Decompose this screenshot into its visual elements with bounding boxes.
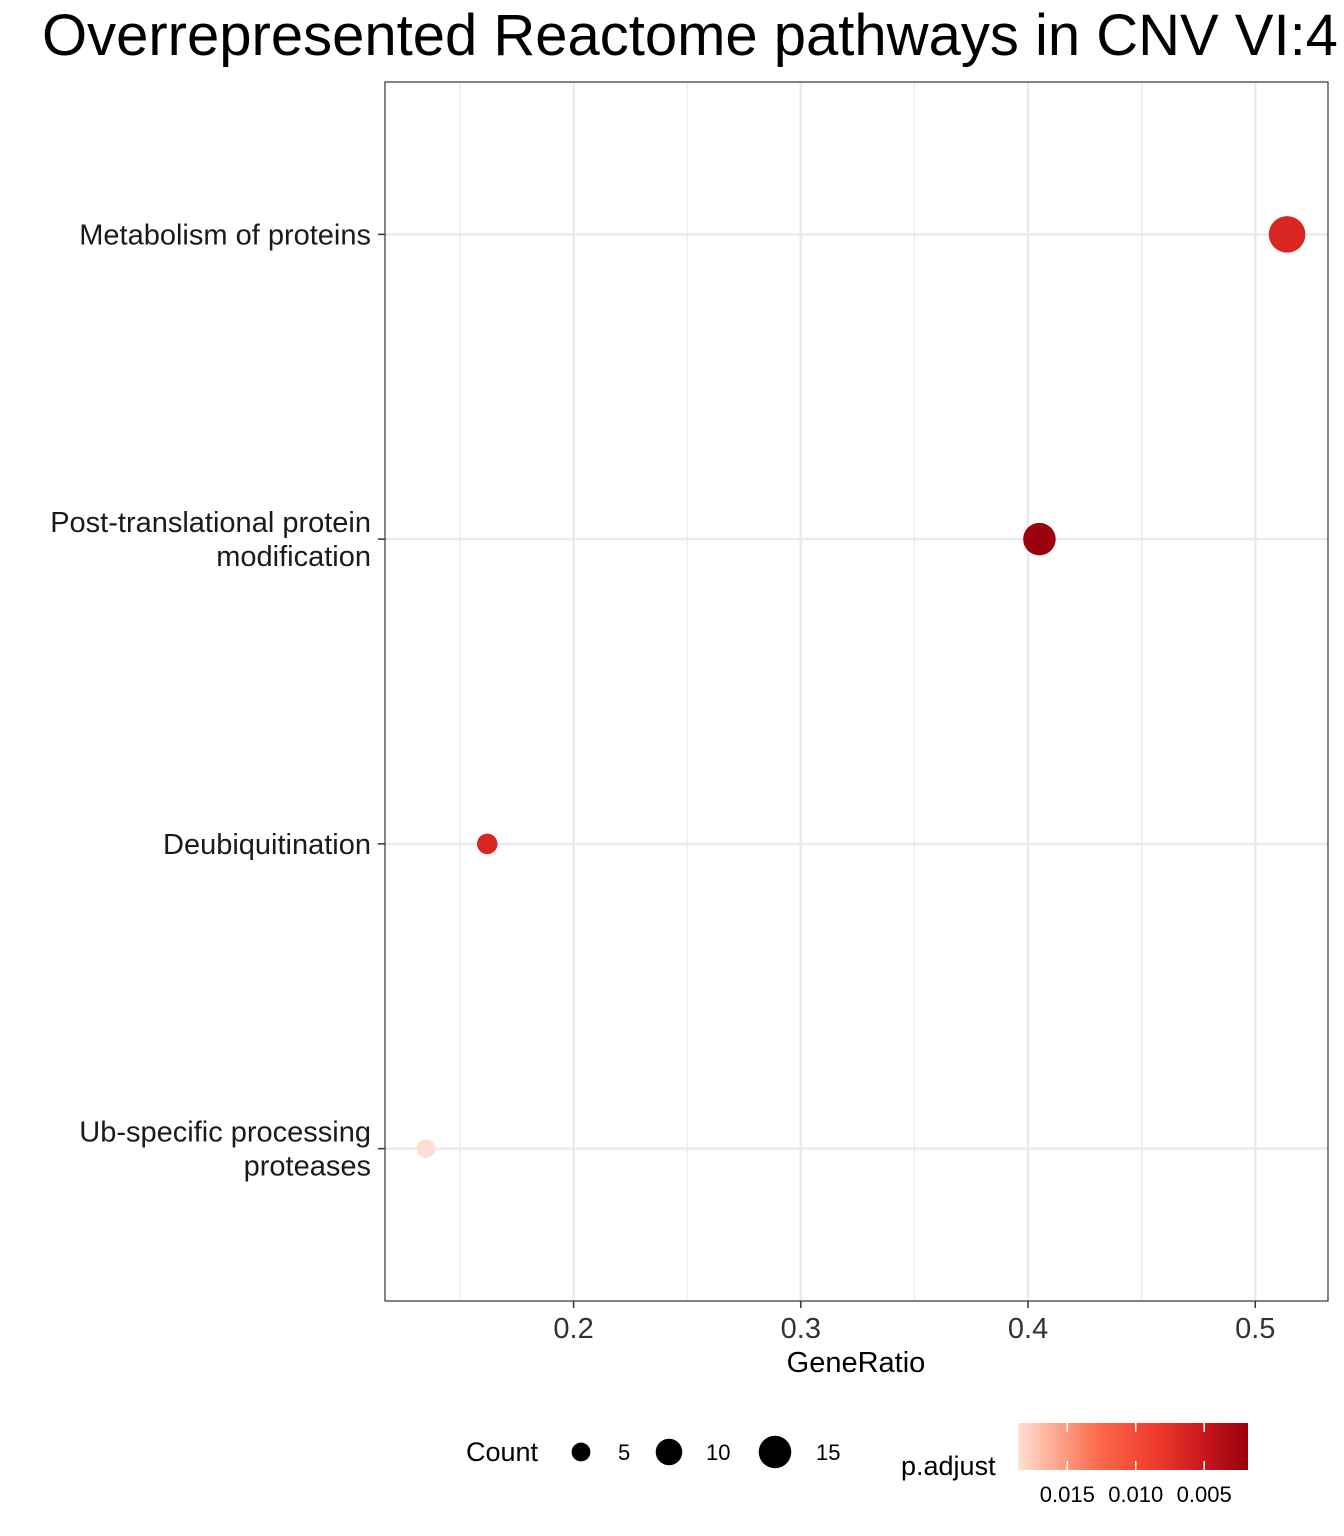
plot-panel-border	[384, 81, 1329, 1302]
count-legend-label: 15	[816, 1440, 840, 1465]
count-legend: Count 5 10 15	[466, 1435, 840, 1469]
y-tick-label: Post-translational protein modification	[50, 507, 371, 573]
minor-gridlines	[459, 82, 1143, 1301]
y-axis: Metabolism of proteins Post-translational…	[50, 219, 385, 1183]
p-adjust-legend: p.adjust 0.015 0.010 0.005	[901, 1423, 1248, 1507]
data-point	[416, 1139, 436, 1159]
x-tick-label: 0.2	[553, 1313, 593, 1345]
data-point	[1268, 216, 1306, 253]
y-tick-label: Ub-specific processing proteases	[79, 1117, 371, 1183]
p-adjust-tick-label: 0.010	[1108, 1482, 1163, 1507]
p-adjust-colorbar	[1018, 1423, 1248, 1470]
data-points	[416, 216, 1306, 1159]
plot-panel	[385, 82, 1328, 1301]
y-tick-label: Metabolism of proteins	[79, 219, 371, 251]
p-adjust-tick-label: 0.005	[1177, 1482, 1232, 1507]
count-legend-title: Count	[466, 1437, 539, 1467]
p-adjust-legend-title: p.adjust	[901, 1451, 996, 1481]
count-legend-symbol	[758, 1435, 792, 1469]
y-tick-label: Deubiquitination	[163, 829, 371, 861]
p-adjust-tick-label: 0.015	[1040, 1482, 1095, 1507]
count-legend-symbol	[655, 1438, 683, 1466]
data-point	[1023, 522, 1056, 556]
count-legend-symbol	[571, 1442, 591, 1462]
x-tick-label: 0.4	[1008, 1313, 1048, 1345]
chart-title: Overrepresented Reactome pathways in CNV…	[42, 3, 1338, 68]
count-legend-label: 5	[618, 1440, 630, 1465]
x-axis: 0.2 0.3 0.4 0.5	[553, 1301, 1275, 1345]
x-axis-title: GeneRatio	[787, 1347, 926, 1379]
x-tick-label: 0.5	[1235, 1313, 1275, 1345]
count-legend-label: 10	[706, 1440, 730, 1465]
x-tick-label: 0.3	[781, 1313, 821, 1345]
major-gridlines	[385, 82, 1328, 1301]
data-point	[476, 833, 498, 855]
